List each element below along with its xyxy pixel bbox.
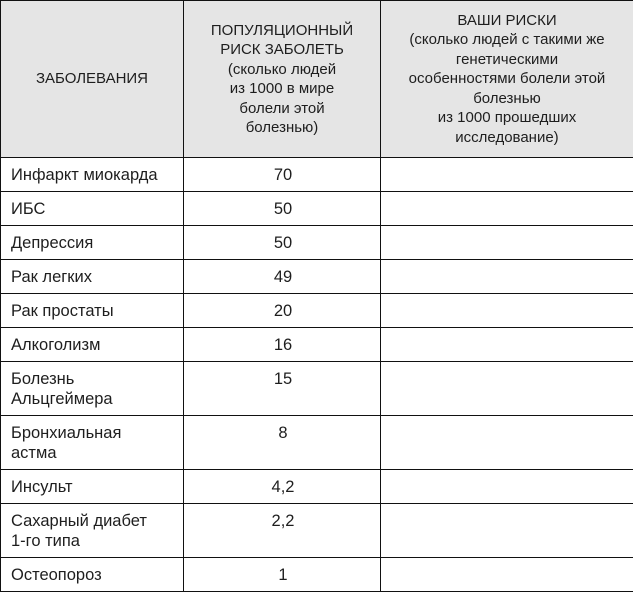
table-row: Болезнь Альцгеймера 15: [0, 361, 633, 416]
population-risk-cell: 16: [183, 327, 381, 362]
text-line: генетическими: [455, 50, 559, 68]
table-row: Рак простаты 20: [0, 293, 633, 328]
text-line: болезнью: [473, 89, 541, 107]
disease-cell: Алкоголизм: [0, 327, 184, 362]
text-line: из 1000 в мире: [229, 80, 335, 97]
population-risk-cell: 20: [183, 293, 381, 328]
disease-cell: Остеопороз: [0, 557, 184, 592]
text-line: Депрессия: [11, 234, 94, 252]
your-risk-cell[interactable]: [380, 327, 633, 362]
text-line: (сколько людей с такими же: [409, 31, 605, 49]
text-line: Инфаркт миокарда: [11, 166, 158, 184]
table-row: ИБС 50: [0, 191, 633, 226]
table-row: Инсульт 4,2: [0, 469, 633, 504]
table-row: Бронхиальная астма 8: [0, 415, 633, 470]
text-line: Альцгеймера: [11, 390, 113, 408]
your-risk-cell[interactable]: [380, 469, 633, 504]
text-line: 1-го типа: [11, 532, 80, 550]
text-line: Алкоголизм: [11, 336, 101, 354]
text-line: ИБС: [11, 200, 46, 218]
table-row: Депрессия 50: [0, 225, 633, 260]
table-row: Алкоголизм 16: [0, 327, 633, 362]
population-risk-cell: 70: [183, 157, 381, 192]
disease-cell: Депрессия: [0, 225, 184, 260]
population-risk-cell: 2,2: [183, 503, 381, 558]
disease-cell: Рак простаты: [0, 293, 184, 328]
your-risk-cell[interactable]: [380, 557, 633, 592]
header-your-risk: ВАШИ РИСКИ (сколько людей с такими же гене…: [380, 0, 633, 158]
disease-cell: Сахарный диабет 1-го типа: [0, 503, 184, 558]
disease-cell: Болезнь Альцгеймера: [0, 361, 184, 416]
your-risk-cell[interactable]: [380, 191, 633, 226]
table-row: Рак легких 49: [0, 259, 633, 294]
your-risk-cell[interactable]: [380, 293, 633, 328]
disease-cell: Бронхиальная астма: [0, 415, 184, 470]
your-risk-cell[interactable]: [380, 503, 633, 558]
your-risk-cell[interactable]: [380, 361, 633, 416]
text-line: Болезнь: [11, 370, 75, 388]
text-line: Бронхиальная: [11, 424, 122, 442]
your-risk-cell[interactable]: [380, 259, 633, 294]
population-risk-cell: 50: [183, 225, 381, 260]
your-risk-cell[interactable]: [380, 225, 633, 260]
table-row: Инфаркт миокарда 70: [0, 157, 633, 192]
your-risk-cell[interactable]: [380, 415, 633, 470]
text-line: исследование): [455, 128, 559, 146]
table-row: Остеопороз 1: [0, 557, 633, 592]
disease-cell: ИБС: [0, 191, 184, 226]
disease-cell: Инфаркт миокарда: [0, 157, 184, 192]
population-risk-cell: 4,2: [183, 469, 381, 504]
text-line: ЗАБОЛЕВАНИЯ: [35, 70, 149, 88]
text-line: астма: [11, 444, 57, 462]
text-line: (сколько людей: [227, 60, 337, 78]
text-line: из 1000 прошедших: [437, 109, 577, 127]
population-risk-cell: 15: [183, 361, 381, 416]
population-risk-cell: 8: [183, 415, 381, 470]
population-risk-cell: 49: [183, 259, 381, 294]
text-line: Инсульт: [11, 478, 73, 496]
text-line: болезнью): [245, 119, 319, 136]
your-risk-cell[interactable]: [380, 157, 633, 192]
text-line: Рак легких: [11, 268, 92, 286]
header-population-risk: ПОПУЛЯЦИОННЫЙ РИСК ЗАБОЛЕТЬ (сколько людей…: [183, 0, 381, 158]
header-diseases: ЗАБОЛЕВАНИЯ: [0, 0, 184, 158]
text-line: ВАШИ РИСКИ: [457, 11, 557, 29]
header-row: ЗАБОЛЕВАНИЯ ПОПУЛЯЦИОННЫЙ РИСК ЗАБОЛЕТЬ (с…: [0, 0, 633, 158]
disease-cell: Рак легких: [0, 259, 184, 294]
text-line: РИСК ЗАБОЛЕТЬ: [220, 41, 344, 58]
disease-cell: Инсульт: [0, 469, 184, 504]
table-row: Сахарный диабет 1-го типа 2,2: [0, 503, 633, 558]
text-line: ПОПУЛЯЦИОННЫЙ: [210, 21, 354, 39]
population-risk-cell: 1: [183, 557, 381, 592]
text-line: Рак простаты: [11, 302, 114, 320]
text-line: болели этой: [239, 99, 325, 117]
text-line: Остеопороз: [11, 566, 102, 584]
text-line: особенностями болели этой: [408, 70, 606, 88]
population-risk-cell: 50: [183, 191, 381, 226]
text-line: Сахарный диабет: [11, 512, 147, 530]
